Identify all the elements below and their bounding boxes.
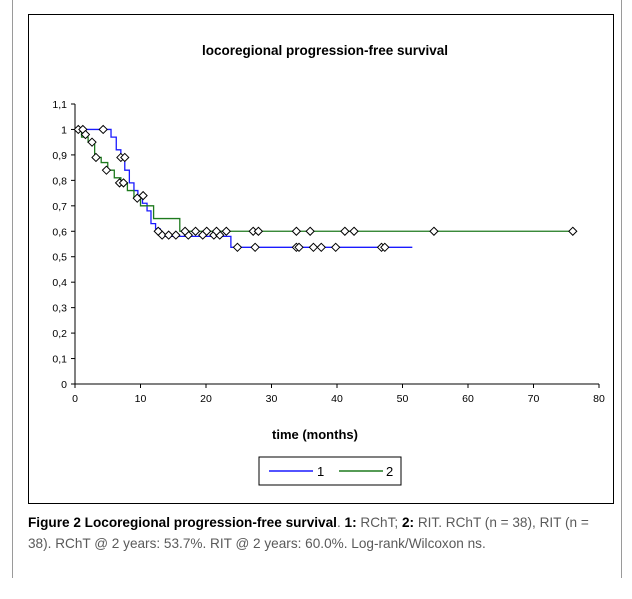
axes-group: 0 0,1 0,2 0,3 0,4 0,5 0,6 0,7 0,8 0,9 1 1,1 0 10 20 30 4… — [52, 99, 605, 405]
y-tick-label: 1 — [61, 124, 67, 136]
censor-marker-1 — [171, 230, 181, 240]
censor-marker-2 — [80, 129, 91, 140]
x-tick-label: 20 — [200, 393, 212, 405]
censor-marker-1 — [250, 242, 260, 253]
censor-marker-1 — [316, 242, 326, 253]
censor-marker-2 — [153, 226, 163, 236]
censor-marker-2 — [305, 226, 315, 236]
y-tick-label: 0 — [61, 379, 67, 391]
y-tick-label: 0,6 — [52, 226, 67, 238]
x-tick-label: 30 — [266, 393, 278, 405]
caption-series-1-text: RChT; — [356, 515, 402, 530]
censor-marker-1 — [98, 124, 108, 135]
censor-marker-2 — [291, 226, 302, 236]
censor-marker-1 — [330, 242, 341, 253]
series-line-2 — [75, 128, 573, 232]
x-tick-label: 60 — [462, 393, 474, 405]
y-tick-label: 0,3 — [52, 303, 67, 315]
censor-marker-2 — [201, 226, 212, 236]
x-tick-label: 40 — [331, 393, 343, 405]
censor-marker-2 — [91, 152, 101, 163]
censor-marker-2 — [429, 226, 439, 236]
chart-title: locoregional progression-free survival — [202, 43, 448, 58]
censor-marker-2 — [101, 165, 112, 175]
censor-marker-1 — [294, 242, 304, 253]
legend: 1 2 — [258, 456, 402, 486]
caption-series-1-label: 1: — [344, 515, 357, 530]
censor-marker-1 — [120, 152, 130, 163]
x-tick-label: 0 — [72, 393, 78, 405]
figure-frame — [12, 0, 622, 578]
y-tick-label: 0,7 — [52, 201, 67, 213]
censor-marker-1 — [163, 230, 174, 240]
censor-marker-2 — [211, 226, 222, 236]
censor-marker-2 — [253, 226, 264, 236]
censor-marker-2 — [190, 226, 201, 236]
censor-marker-2 — [349, 226, 359, 236]
figure-caption: Figure 2 Locoregional progression-free s… — [28, 515, 589, 551]
caption-series-2-text: RIT. RChT (n = 38), RIT (n = 38). RChT @… — [28, 515, 589, 551]
caption-figure-label: Figure 2 Locoregional progression-free s… — [28, 515, 337, 530]
x-axis-label: time (months) — [272, 427, 358, 442]
x-tick-label: 70 — [528, 393, 540, 405]
y-tick-label: 0,2 — [52, 328, 67, 340]
x-tick-label: 80 — [593, 393, 605, 405]
y-tick-label: 0,9 — [52, 150, 67, 162]
censor-marker-1 — [308, 242, 319, 253]
chart-container: locoregional progression-free survival 0… — [28, 14, 614, 504]
censor-marker-2 — [180, 226, 190, 236]
caption-series-2-label: 2: — [401, 515, 415, 530]
legend-label-2: 2 — [386, 464, 393, 479]
censor-marker-2 — [221, 226, 232, 236]
x-tick-label: 10 — [135, 393, 147, 405]
censor-marker-2 — [87, 137, 97, 147]
censor-marker-1 — [232, 242, 243, 253]
censor-marker-2 — [568, 226, 578, 236]
y-tick-label: 0,8 — [52, 175, 67, 187]
y-tick-label: 0,5 — [52, 252, 67, 264]
censor-marker-1 — [380, 242, 390, 253]
censor-marker-2 — [138, 190, 148, 201]
censor-marker-2 — [340, 226, 350, 236]
y-tick-label: 1,1 — [52, 99, 67, 111]
y-tick-label: 0,1 — [52, 354, 67, 366]
series-line-1 — [75, 128, 413, 248]
y-tick-label: 0,4 — [52, 277, 67, 289]
series-group — [73, 124, 578, 253]
legend-label-1: 1 — [317, 464, 324, 479]
x-tick-label: 50 — [397, 393, 409, 405]
censor-marker-2 — [118, 178, 129, 188]
chart-svg: locoregional progression-free survival 0… — [52, 43, 605, 486]
